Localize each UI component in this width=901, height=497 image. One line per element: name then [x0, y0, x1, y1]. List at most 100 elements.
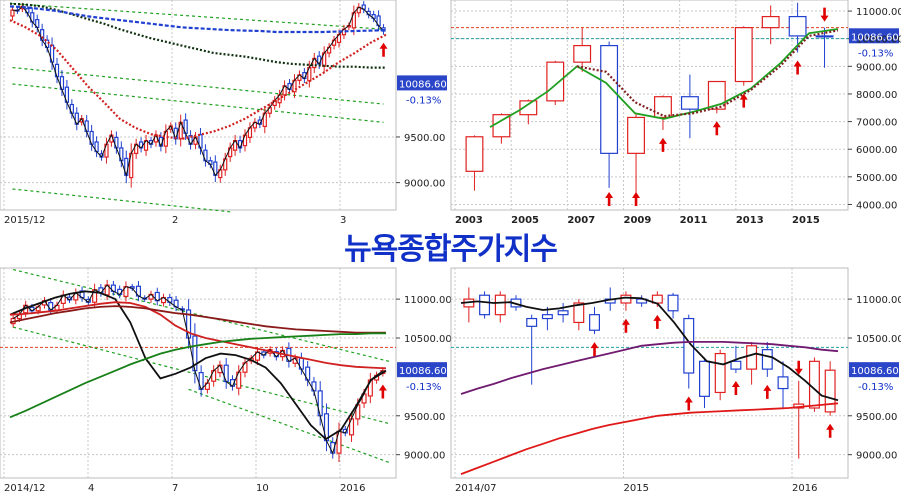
candle-body — [494, 294, 506, 316]
last-value-tag — [849, 362, 899, 378]
moving-average-line — [489, 28, 839, 128]
candle-body — [573, 302, 585, 324]
candle-body — [589, 314, 600, 331]
moving-average-line — [9, 305, 386, 334]
y-tick-label: 11000.00 — [404, 295, 452, 306]
y-tick-label: 10500.00 — [856, 334, 901, 345]
candle-body — [761, 349, 773, 370]
panel-daily_3m — [0, 0, 447, 213]
moving-average-line — [9, 332, 386, 419]
panel-daily_1y — [0, 267, 447, 479]
x-tick-label: 2015 — [624, 483, 649, 494]
up-arrow-icon — [653, 314, 662, 329]
x-tick-label: 2014/07 — [455, 483, 497, 494]
candle-body — [600, 44, 619, 154]
candle-body — [667, 294, 679, 312]
x-tick-label: 2007 — [567, 215, 595, 226]
candle-body — [526, 317, 538, 327]
moving-average-line — [9, 19, 387, 140]
y-tick-label: 9500.00 — [404, 133, 445, 144]
candle-body — [557, 310, 569, 316]
candle-body — [761, 15, 780, 29]
x-tick-label: 2013 — [736, 215, 764, 226]
panel-weekly — [450, 267, 899, 479]
candle-body — [519, 100, 538, 116]
candle-body — [824, 369, 836, 413]
plot-area — [450, 0, 849, 211]
plot-area — [0, 0, 397, 211]
x-tick-label: 2 — [172, 215, 178, 226]
up-arrow-icon — [731, 381, 740, 395]
x-tick-label: 2016 — [792, 483, 817, 494]
last-value-label: 10086.60 — [399, 366, 447, 377]
last-value-label: 10086.60 — [399, 79, 447, 90]
panel-yearly — [450, 0, 899, 211]
up-arrow-icon — [739, 93, 748, 108]
candle-body — [10, 9, 15, 17]
y-tick-label: 11000.00 — [856, 7, 901, 18]
x-tick-label: 4 — [88, 483, 94, 494]
close-line — [12, 284, 384, 455]
candle-body — [654, 96, 672, 119]
y-tick-label: 9000.00 — [856, 62, 897, 73]
up-arrow-icon — [378, 384, 387, 399]
x-tick-label: 3 — [340, 215, 346, 226]
up-arrow-icon — [621, 318, 630, 333]
moving-average-line — [460, 340, 839, 395]
change-percent-label: -0.13% — [406, 382, 441, 393]
y-tick-label: 9500.00 — [404, 412, 445, 423]
moving-average-line — [460, 402, 839, 475]
y-tick-label: 7000.00 — [856, 118, 897, 129]
y-tick-label: 4000.00 — [856, 200, 897, 211]
x-tick-label: 2011 — [680, 215, 708, 226]
x-tick-label: 2009 — [624, 215, 652, 226]
x-tick-label: 2003 — [455, 215, 483, 226]
up-arrow-icon — [632, 192, 641, 206]
candle-body — [730, 360, 742, 370]
candle-body — [808, 360, 820, 409]
candle-body — [465, 136, 484, 172]
change-percent-label: -0.13% — [858, 382, 893, 393]
last-value-label: 10086.60 — [851, 32, 899, 43]
y-tick-label: 5000.00 — [856, 173, 897, 184]
plot-area — [0, 267, 397, 479]
x-tick-label: 2005 — [511, 215, 539, 226]
up-arrow-icon — [658, 137, 667, 152]
y-tick-label: 9000.00 — [404, 179, 445, 190]
x-tick-label: 2016 — [340, 483, 365, 494]
moving-average-line — [9, 290, 387, 441]
candle-body — [479, 294, 491, 316]
candle-body — [699, 360, 710, 397]
down-arrow-icon — [820, 7, 829, 22]
x-tick-label: 2014/12 — [4, 483, 46, 494]
candle-body — [788, 15, 807, 37]
change-percent-label: -0.13% — [858, 48, 893, 59]
chart-title: 뉴욕종합주가지수 — [344, 232, 558, 267]
x-tick-label: 7 — [172, 483, 178, 494]
up-arrow-icon — [684, 396, 693, 411]
moving-average-line — [9, 5, 387, 34]
up-arrow-icon — [793, 60, 802, 75]
last-value-tag — [397, 75, 447, 91]
y-tick-label: 8000.00 — [856, 90, 897, 101]
last-value-tag — [397, 362, 447, 378]
x-tick-label: 2015 — [792, 215, 820, 226]
change-percent-label: -0.13% — [406, 95, 441, 106]
up-arrow-icon — [605, 192, 614, 206]
x-tick-label: 2015/12 — [4, 215, 46, 226]
y-tick-label: 9500.00 — [856, 412, 897, 423]
moving-average-line — [9, 2, 386, 69]
trendline — [12, 3, 384, 30]
candle-body — [777, 376, 789, 390]
down-arrow-icon — [794, 360, 803, 375]
up-arrow-icon — [763, 384, 772, 399]
up-arrow-icon — [826, 423, 835, 438]
candle-body — [546, 61, 565, 102]
candle-body — [746, 345, 758, 370]
candle-body — [815, 35, 834, 38]
trendline — [12, 83, 384, 123]
candle-body — [541, 314, 553, 320]
y-tick-label: 6000.00 — [856, 145, 897, 156]
up-arrow-icon — [590, 342, 599, 357]
last-value-label: 10086.60 — [851, 366, 899, 377]
